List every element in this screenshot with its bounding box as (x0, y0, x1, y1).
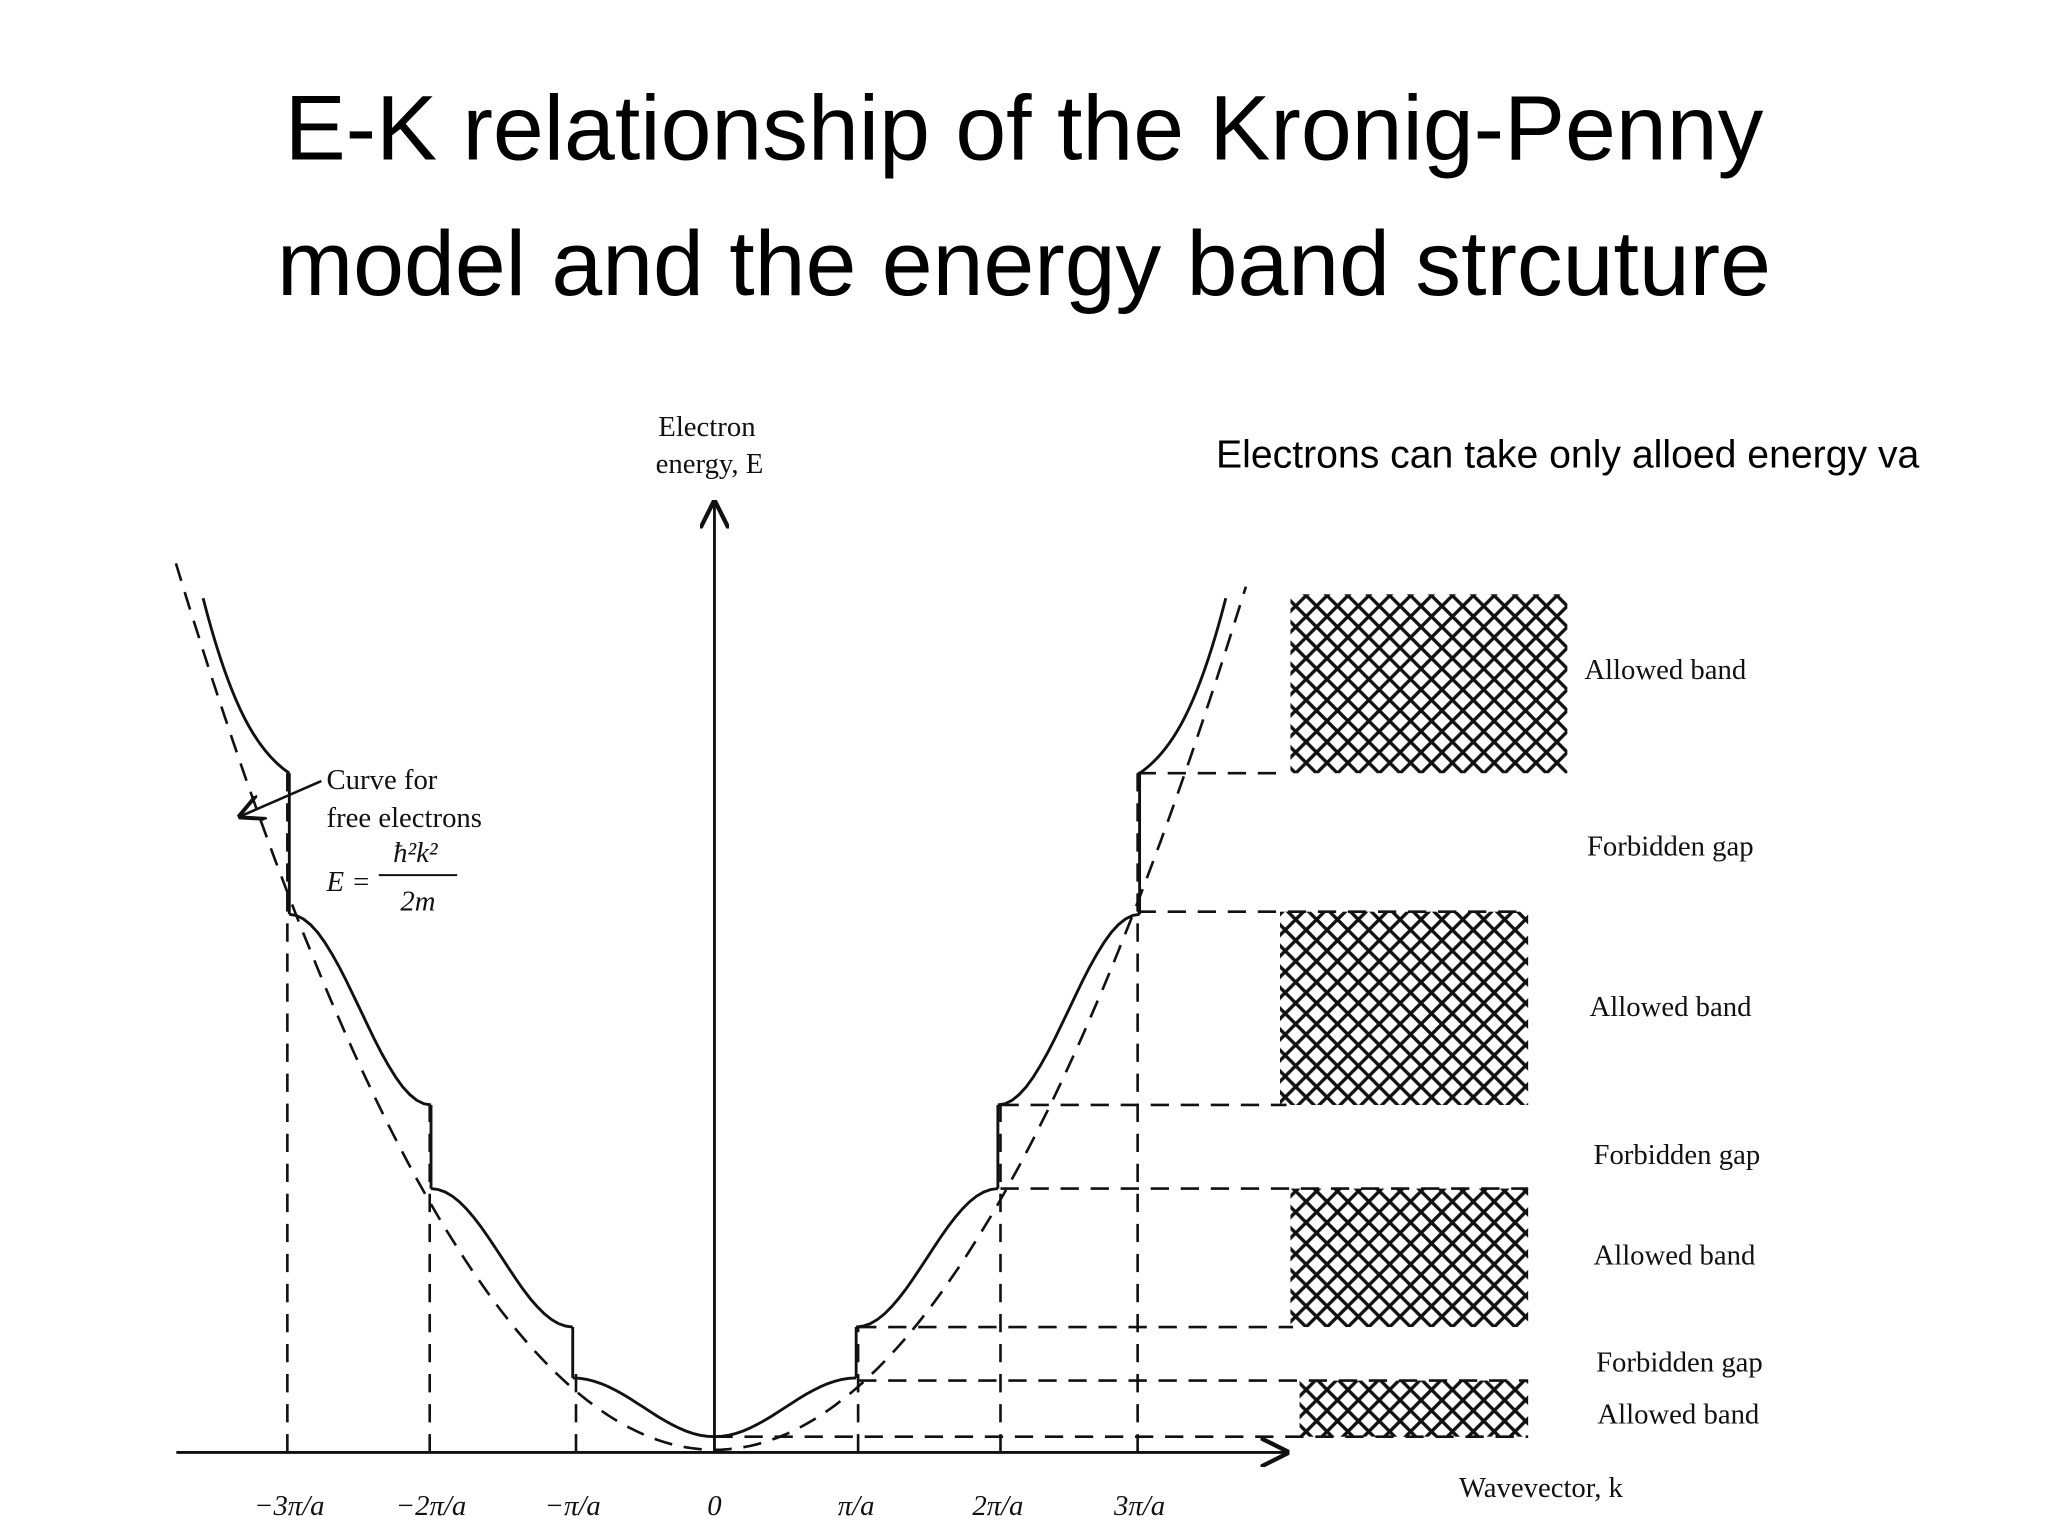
axis-label: Wavevector, k (1459, 1472, 1624, 1504)
axis-label: Electron (658, 411, 755, 443)
annotation-arrow (240, 779, 322, 816)
k-tick-label: −3π/a (254, 1490, 324, 1522)
formula: 2m (400, 885, 435, 917)
formula: ħ²k² (393, 837, 438, 869)
k-tick-label: −2π/a (396, 1490, 466, 1522)
axis-label: energy, E (656, 448, 764, 480)
band-curve (714, 1376, 857, 1439)
band-label: Forbidden gap (1587, 831, 1754, 863)
band-label: Allowed band (1590, 991, 1753, 1023)
band-curve (430, 1187, 573, 1329)
annotation: free electrons (327, 802, 482, 834)
allowed-band-box (1290, 594, 1568, 774)
title-line: model and the energy band strcuture (277, 213, 1771, 315)
allowed-band-box (1280, 911, 1529, 1105)
band-curve (1138, 597, 1228, 775)
title-line: E-K relationship of the Kronig-Penny (285, 77, 1764, 179)
band-edge (287, 773, 575, 1378)
free-electron-curve (174, 562, 1248, 1452)
band-curve (997, 912, 1140, 1107)
allowed-band-box (1290, 1188, 1529, 1328)
band-label: Allowed band (1593, 1239, 1756, 1271)
note: Electrons can take only alloed energy va (1216, 434, 1920, 477)
formula: E = (326, 866, 371, 898)
k-tick-label: 0 (707, 1490, 721, 1522)
allowed-band-box (1299, 1380, 1529, 1437)
band-edge (854, 773, 1142, 1378)
band-curve (201, 597, 291, 775)
k-tick-label: −π/a (545, 1490, 601, 1522)
band-label: Forbidden gap (1593, 1139, 1760, 1171)
band-curve (289, 912, 432, 1107)
band-curve (572, 1376, 715, 1439)
band-label: Forbidden gap (1596, 1346, 1763, 1378)
annotation: Curve for (327, 764, 438, 796)
band-label: Allowed band (1597, 1399, 1760, 1431)
guide-lines (286, 771, 1529, 1453)
band-curve (855, 1187, 999, 1329)
k-tick-label: 3π/a (1113, 1490, 1165, 1522)
diagram: Curve for free electrons E = ħ²k² 2m Ele… (174, 411, 1763, 1522)
band-label: Allowed band (1584, 654, 1747, 686)
band-curves (201, 597, 1228, 1439)
k-tick-label: 2π/a (972, 1490, 1023, 1522)
k-tick-label: π/a (838, 1490, 875, 1522)
